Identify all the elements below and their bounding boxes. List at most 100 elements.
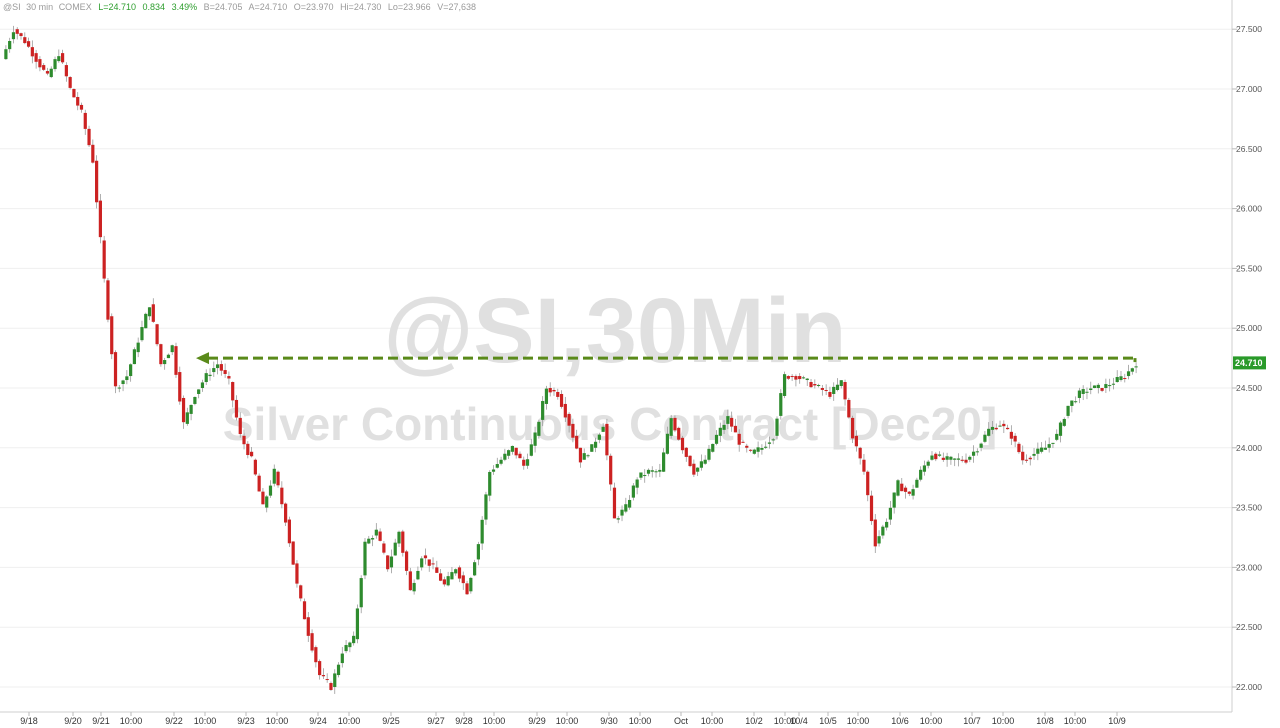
candle [401, 531, 405, 553]
candle [204, 373, 208, 383]
candle [125, 376, 129, 381]
candle [163, 360, 167, 365]
candle [26, 41, 31, 47]
header-exchange: COMEX [59, 2, 92, 12]
candle [389, 556, 394, 568]
candle [189, 404, 193, 414]
candle [208, 374, 212, 377]
candle [42, 65, 46, 70]
candle [57, 56, 61, 62]
header-high: Hi=24.730 [340, 2, 381, 12]
candle [325, 679, 329, 681]
y-tick-label: 26.000 [1236, 204, 1262, 214]
x-tick-label: 10:00 [266, 716, 289, 726]
candle [397, 531, 401, 544]
candle [438, 573, 443, 581]
candle [669, 418, 673, 436]
candle [851, 417, 855, 439]
candle [359, 578, 363, 608]
candle [1024, 459, 1029, 461]
candle [484, 494, 488, 520]
x-tick-label: 10:00 [920, 716, 943, 726]
x-tick-label: 10:00 [992, 716, 1015, 726]
candle [64, 65, 68, 77]
candle [771, 439, 775, 441]
candle [892, 492, 896, 508]
candle [491, 469, 496, 472]
candle [110, 316, 114, 355]
candle [393, 542, 397, 556]
candle [197, 389, 201, 394]
y-tick-label: 26.500 [1236, 144, 1262, 154]
candle [567, 413, 571, 426]
candle [612, 487, 617, 519]
candle [756, 447, 760, 452]
candle [113, 352, 118, 387]
candle [295, 563, 299, 584]
resistance-annotation [196, 352, 1137, 365]
candle [215, 364, 220, 369]
header-change: 0.834 [143, 2, 166, 12]
candle [1032, 453, 1036, 456]
candle [314, 647, 318, 663]
x-tick-label: 10:00 [629, 716, 652, 726]
candle [862, 459, 866, 472]
candle [1077, 390, 1082, 398]
candle [280, 487, 284, 505]
x-tick-label: 10/8 [1036, 716, 1054, 726]
x-tick-label: 9/28 [455, 716, 473, 726]
candle [404, 551, 409, 571]
last-price-bg [1233, 356, 1266, 370]
candle [144, 313, 148, 329]
candle [1055, 433, 1059, 440]
candle [779, 393, 783, 416]
candle [1126, 371, 1131, 377]
candle [318, 661, 322, 676]
candle [45, 71, 50, 74]
candle [231, 382, 235, 401]
x-tick-label: 10:00 [483, 716, 506, 726]
candle [1036, 448, 1040, 454]
candle [627, 499, 632, 508]
candle [945, 456, 949, 460]
candle [1005, 427, 1010, 430]
x-tick-label: 9/22 [165, 716, 183, 726]
candle [885, 521, 889, 528]
candle [1002, 423, 1006, 427]
candle [987, 428, 991, 436]
candle [998, 425, 1002, 427]
y-axis: 22.000 22.500 23.000 23.500 24.000 24.500 25.0… [1232, 24, 1262, 692]
candle [994, 427, 998, 430]
candle [907, 491, 911, 494]
candle [926, 461, 930, 466]
candle [911, 489, 915, 496]
candle [8, 41, 12, 50]
candle [541, 401, 545, 420]
candle [155, 324, 159, 345]
candle [518, 453, 522, 459]
candle [442, 579, 446, 585]
candle [767, 442, 772, 444]
candle [813, 384, 817, 386]
candle [306, 617, 310, 636]
candle [809, 382, 813, 388]
candle [643, 475, 647, 477]
candle [291, 541, 295, 565]
x-tick-label: 10:00 [701, 716, 724, 726]
candle [454, 569, 458, 574]
candle [95, 160, 99, 203]
candle [457, 567, 462, 579]
candle [937, 454, 942, 456]
candle [680, 437, 685, 451]
candle [582, 453, 586, 460]
candle [688, 455, 692, 467]
candle [140, 327, 144, 341]
candle [106, 280, 110, 320]
candle [284, 503, 288, 523]
candle [242, 435, 246, 445]
candle [4, 49, 8, 60]
candle [820, 388, 824, 390]
candle [658, 469, 662, 472]
candle [200, 382, 205, 388]
